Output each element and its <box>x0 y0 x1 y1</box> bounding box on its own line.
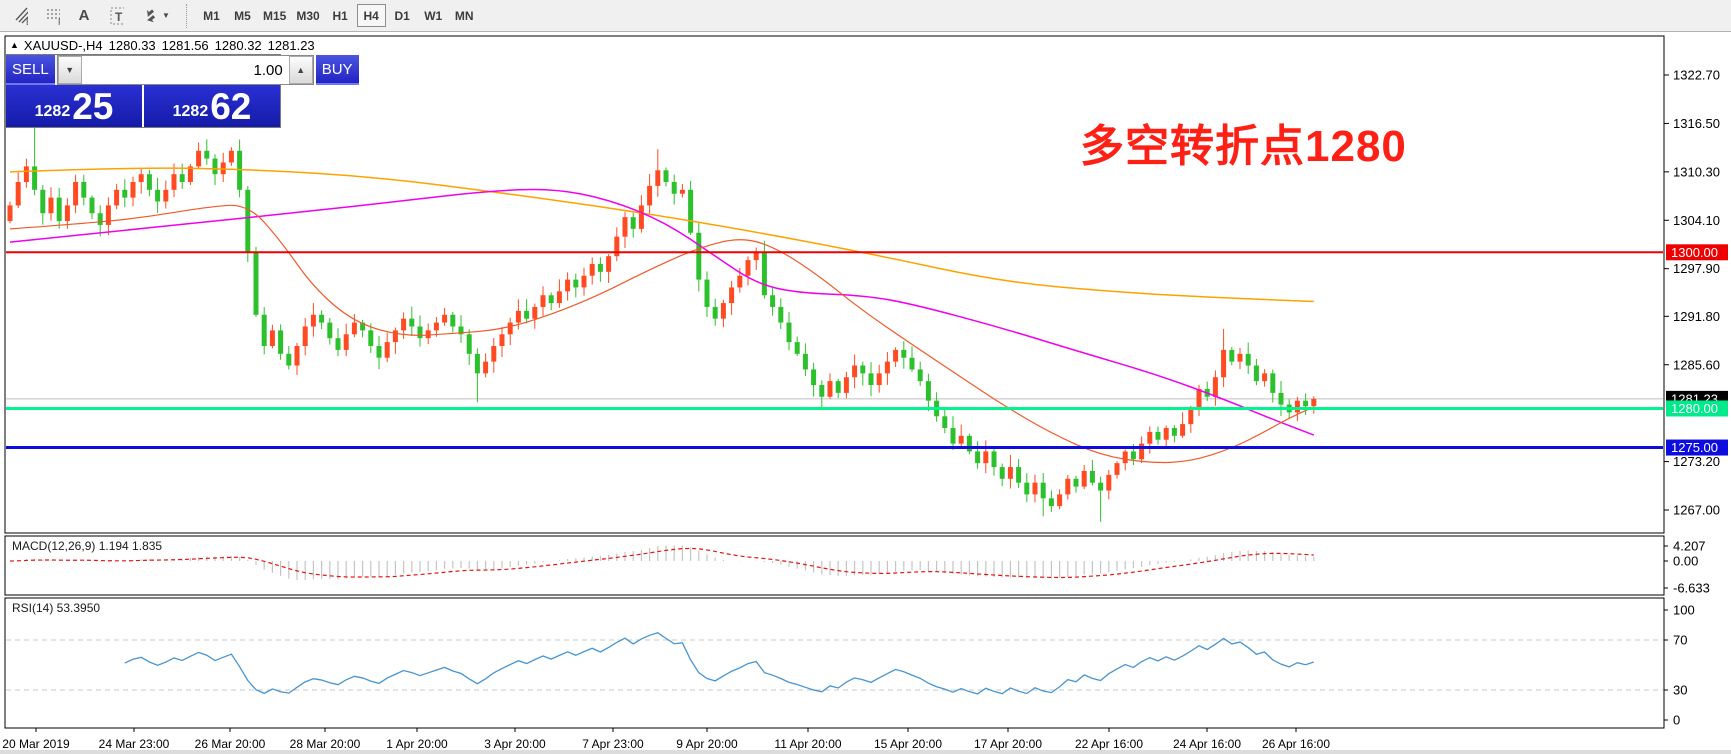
window-bottom-edge <box>0 750 1731 754</box>
svg-text:1316.50: 1316.50 <box>1673 116 1720 131</box>
sell-price-small: 1282 <box>34 103 71 120</box>
timeframe-w1[interactable]: W1 <box>419 4 448 27</box>
chevron-down-icon: ▼ <box>162 11 170 20</box>
collapse-marker-icon: ▲ <box>10 40 19 50</box>
svg-text:F: F <box>58 17 60 27</box>
toolbar: E F A T ▼ M1 M5 M15 M30 H1 H4 D1 W1 MN <box>0 0 1731 32</box>
indicators-e-icon[interactable]: E <box>5 3 35 29</box>
buy-price-display[interactable]: 1282 62 <box>144 85 280 127</box>
low-value: 1280.32 <box>214 38 262 53</box>
one-click-trade-panel: SELL ▼ ▲ BUY 1282 25 1282 62 <box>5 54 359 128</box>
timeframe-m1[interactable]: M1 <box>197 4 226 27</box>
chart-annotation-text: 多空转折点1280 <box>1080 122 1407 171</box>
buy-button[interactable]: BUY <box>315 55 359 85</box>
close-value: 1281.23 <box>267 38 315 53</box>
svg-text:7 Apr 23:00: 7 Apr 23:00 <box>582 737 644 751</box>
timeframe-h1[interactable]: H1 <box>326 4 355 27</box>
arrow-objects-icon[interactable]: ▼ <box>133 3 177 29</box>
svg-text:1322.70: 1322.70 <box>1673 68 1720 83</box>
svg-text:1273.20: 1273.20 <box>1673 454 1720 469</box>
volume-spinner: ▼ ▲ <box>56 55 314 85</box>
svg-text:T: T <box>115 10 123 24</box>
caret-down-icon: ▼ <box>65 65 75 75</box>
svg-text:11 Apr 20:00: 11 Apr 20:00 <box>774 737 841 751</box>
svg-text:30: 30 <box>1673 683 1687 698</box>
svg-text:15 Apr 20:00: 15 Apr 20:00 <box>874 737 942 751</box>
macd-indicator-label: MACD(12,26,9) 1.194 1.835 <box>12 539 163 553</box>
svg-text:E: E <box>26 17 28 27</box>
sell-button[interactable]: SELL <box>6 55 55 85</box>
caret-up-icon: ▲ <box>296 65 306 75</box>
svg-text:9 Apr 20:00: 9 Apr 20:00 <box>676 737 738 751</box>
sell-price-display[interactable]: 1282 25 <box>6 85 142 127</box>
svg-text:100: 100 <box>1673 603 1695 618</box>
svg-text:-6.633: -6.633 <box>1673 581 1710 596</box>
timeframe-d1[interactable]: D1 <box>388 4 417 27</box>
svg-text:28 Mar 20:00: 28 Mar 20:00 <box>290 737 361 751</box>
open-value: 1280.33 <box>108 38 156 53</box>
svg-text:1300.00: 1300.00 <box>1671 245 1718 260</box>
timeframe-m30[interactable]: M30 <box>292 4 323 27</box>
toolbar-separator <box>186 3 188 28</box>
text-label-icon[interactable]: A <box>69 3 99 29</box>
svg-text:3 Apr 20:00: 3 Apr 20:00 <box>484 737 546 751</box>
symbol-label: XAUUSD-,H4 <box>23 38 103 53</box>
svg-text:4.207: 4.207 <box>1673 539 1706 554</box>
svg-text:17 Apr 20:00: 17 Apr 20:00 <box>974 737 1042 751</box>
volume-increase-button[interactable]: ▲ <box>288 56 313 84</box>
svg-text:20 Mar 2019: 20 Mar 2019 <box>2 737 70 751</box>
svg-text:1275.00: 1275.00 <box>1671 440 1718 455</box>
svg-text:1267.00: 1267.00 <box>1673 503 1720 518</box>
svg-text:0: 0 <box>1673 713 1680 728</box>
svg-text:70: 70 <box>1673 633 1687 648</box>
sell-price-big: 25 <box>72 86 114 127</box>
svg-text:1291.80: 1291.80 <box>1673 309 1720 324</box>
svg-text:1 Apr 20:00: 1 Apr 20:00 <box>386 737 448 751</box>
svg-text:1297.90: 1297.90 <box>1673 261 1720 276</box>
high-value: 1281.56 <box>161 38 209 53</box>
volume-decrease-button[interactable]: ▼ <box>57 56 82 84</box>
timeframe-mn[interactable]: MN <box>450 4 479 27</box>
buy-price-small: 1282 <box>172 103 209 120</box>
volume-input[interactable] <box>81 56 289 84</box>
svg-text:1310.30: 1310.30 <box>1673 164 1720 179</box>
buy-price-big: 62 <box>210 86 252 127</box>
svg-text:24 Apr 16:00: 24 Apr 16:00 <box>1173 737 1241 751</box>
svg-text:24 Mar 23:00: 24 Mar 23:00 <box>99 737 170 751</box>
timeframe-h4[interactable]: H4 <box>356 4 386 27</box>
svg-text:1285.60: 1285.60 <box>1673 357 1720 372</box>
timeframe-m5[interactable]: M5 <box>228 4 257 27</box>
chart-ohlc-header: ▲ XAUUSD-,H4 1280.33 1281.56 1280.32 1281.23 <box>10 38 321 53</box>
svg-text:1304.10: 1304.10 <box>1673 213 1720 228</box>
svg-text:26 Mar 20:00: 26 Mar 20:00 <box>195 737 266 751</box>
svg-text:1280.00: 1280.00 <box>1671 401 1718 416</box>
svg-text:0.00: 0.00 <box>1673 554 1698 569</box>
svg-text:26 Apr 16:00: 26 Apr 16:00 <box>1262 737 1330 751</box>
svg-text:22 Apr 16:00: 22 Apr 16:00 <box>1075 737 1143 751</box>
text-box-icon[interactable]: T <box>101 3 131 29</box>
rsi-indicator-label: RSI(14) 53.3950 <box>12 601 101 615</box>
timeframe-m15[interactable]: M15 <box>259 4 290 27</box>
indicators-f-icon[interactable]: F <box>37 3 67 29</box>
